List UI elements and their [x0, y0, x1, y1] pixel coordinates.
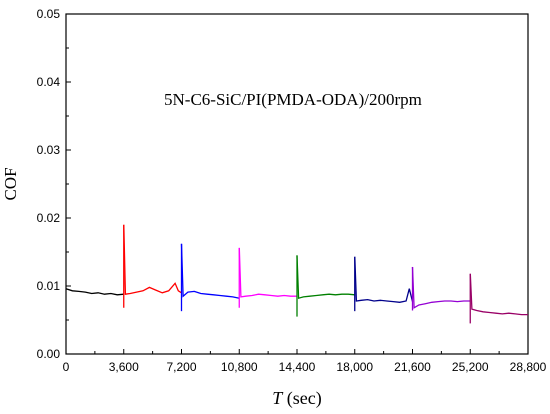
y-tick-label: 0.04: [37, 75, 61, 89]
y-tick-label: 0.03: [37, 143, 61, 157]
chart-annotation: 5N-C6-SiC/PI(PMDA-ODA)/200rpm: [164, 90, 422, 109]
series-line-1: [65, 288, 124, 296]
x-tick-label: 25,200: [452, 360, 489, 374]
x-tick-label: 7,200: [166, 360, 196, 374]
y-tick-label: 0.00: [37, 347, 61, 361]
x-tick-label: 0: [63, 360, 70, 374]
x-axis-title: T (sec): [272, 388, 322, 409]
x-tick-label: 3,600: [109, 360, 139, 374]
spike-layer: [123, 224, 471, 324]
y-tick-label: 0.05: [37, 7, 61, 21]
x-tick-label: 10,800: [221, 360, 258, 374]
series-line-2: [123, 224, 182, 295]
x-tick-label: 14,400: [279, 360, 316, 374]
x-axis-ticks: 0 3,600 7,200 10,800 14,400 18,000 21,600 25,20…: [63, 349, 547, 374]
x-axis-title-symbol: T: [272, 388, 284, 408]
series-line-8: [469, 273, 528, 316]
y-axis-ticks: 0.00 0.01 0.02 0.03 0.04 0.05: [37, 7, 71, 361]
series-line-4: [238, 247, 297, 298]
series-layer: [65, 224, 528, 316]
y-axis-title: COF: [1, 167, 20, 200]
x-tick-label: 21,600: [394, 360, 431, 374]
y-tick-label: 0.01: [37, 279, 61, 293]
series-line-3: [180, 243, 240, 299]
series-line-5: [296, 255, 355, 300]
x-axis-title-unit: (sec): [282, 388, 321, 409]
series-line-7: [411, 266, 471, 309]
x-tick-label: 28,800: [510, 360, 547, 374]
series-line-6: [354, 256, 414, 303]
x-tick-label: 18,000: [336, 360, 373, 374]
y-tick-label: 0.02: [37, 211, 61, 225]
